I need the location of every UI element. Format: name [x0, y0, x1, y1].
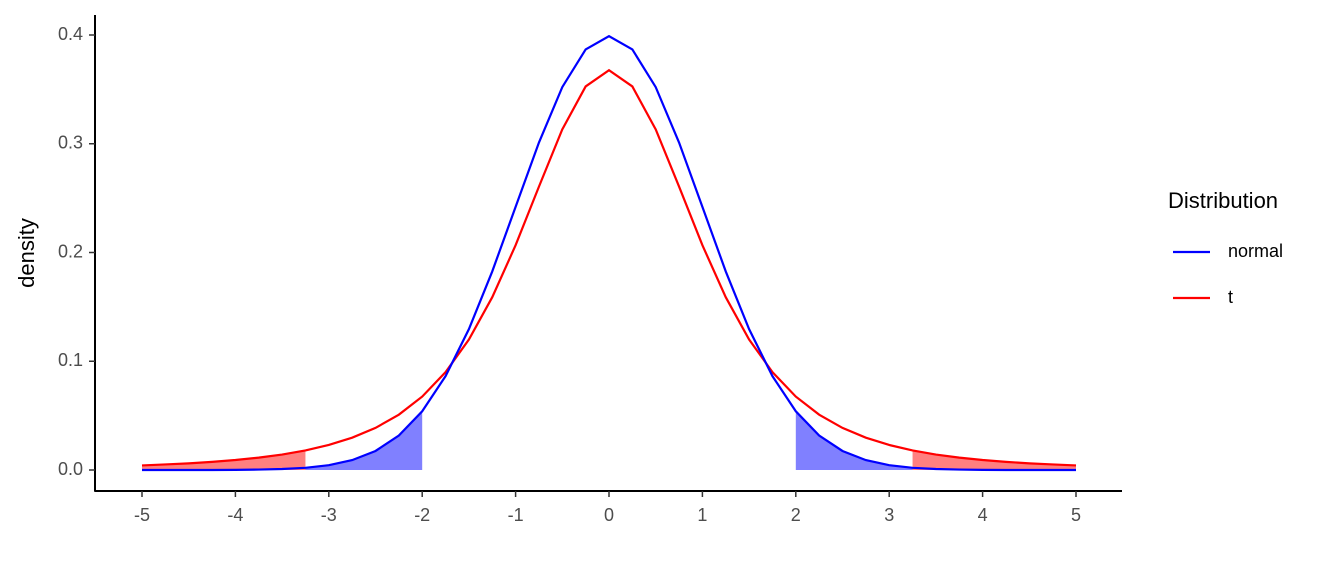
legend-title: Distribution [1168, 188, 1278, 213]
x-tick-label: -2 [414, 505, 430, 525]
density-line [141, 68, 1077, 467]
y-tick-label: 0.3 [58, 133, 83, 153]
y-axis-label: density [14, 218, 39, 288]
x-tick-label: 5 [1071, 505, 1081, 525]
legend-label: normal [1228, 241, 1283, 261]
x-tick-label: -4 [227, 505, 243, 525]
shaded-tail [795, 411, 1076, 470]
y-tick-label: 0.1 [58, 350, 83, 370]
legend-label: t [1228, 287, 1233, 307]
x-tick-label: -5 [134, 505, 150, 525]
shaded-tail [142, 411, 423, 470]
x-tick-label: 1 [697, 505, 707, 525]
y-tick-label: 0.0 [58, 459, 83, 479]
y-tick-label: 0.2 [58, 241, 83, 261]
x-tick-label: 2 [791, 505, 801, 525]
shaded-tail [142, 450, 306, 470]
x-tick-label: -1 [508, 505, 524, 525]
density-line [142, 34, 1076, 472]
y-tick-label: 0.4 [58, 24, 83, 44]
x-tick-label: 4 [978, 505, 988, 525]
x-tick-label: -3 [321, 505, 337, 525]
shaded-tail [912, 450, 1076, 470]
x-tick-label: 3 [884, 505, 894, 525]
x-tick-label: 0 [604, 505, 614, 525]
